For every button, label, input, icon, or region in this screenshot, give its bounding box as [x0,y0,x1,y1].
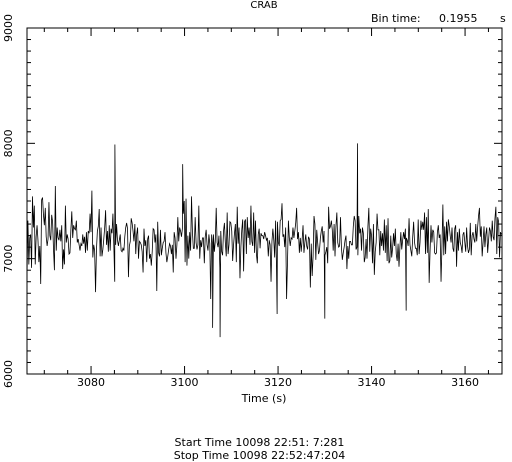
bin-time-label: Bin time: [371,12,421,25]
x-tick-label: 3140 [358,376,386,389]
y-tick-label: 8000 [2,129,15,157]
time-range-footer: Start Time 10098 22:51: 7:281 Stop Time … [0,423,512,462]
stop-time-text: Stop Time 10098 22:52:47:204 [173,449,346,462]
y-tick-label: 7000 [2,245,15,273]
start-time-text: Start Time 10098 22:51: 7:281 [174,436,345,449]
rate-series [26,143,502,338]
plot-frame [26,27,503,375]
chart-title: CRAB [250,0,277,11]
x-tick-label: 3100 [171,376,199,389]
x-axis-label: Time (s) [241,392,287,405]
x-tick-label: 3080 [77,376,105,389]
rate-line [26,143,502,338]
bin-time-value: 0.1955 [439,12,478,25]
y-axis: 6000 7000 8000 9000 [2,14,502,388]
bin-time-unit: s [500,12,506,25]
y-tick-label: 6000 [2,360,15,388]
x-tick-label: 3120 [264,376,292,389]
x-axis: 3080 3100 3120 3140 3160 [43,28,489,389]
x-tick-label: 3160 [451,376,479,389]
light-curve-plot: CRAB Bin time: 0.1955 s 6000 7000 8000 9000… [2,0,506,405]
y-tick-label: 9000 [2,14,15,42]
